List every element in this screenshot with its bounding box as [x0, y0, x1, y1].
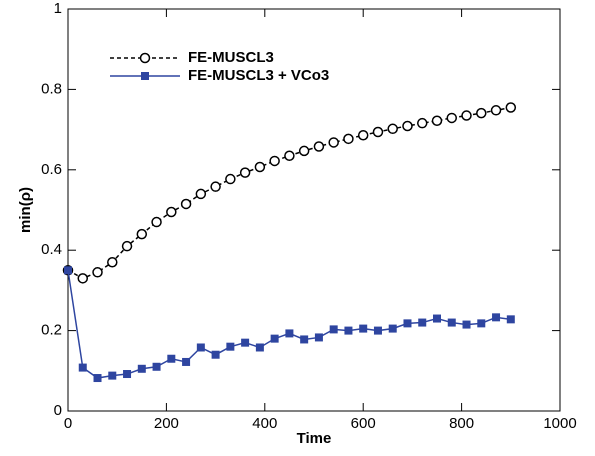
- x-tick-label: 400: [252, 415, 277, 432]
- series-line: [67, 106, 511, 280]
- data-point: [210, 181, 221, 192]
- data-point: [269, 155, 280, 167]
- data-point: [107, 257, 118, 268]
- data-point: [121, 240, 133, 252]
- data-point: [255, 343, 264, 352]
- data-point: [344, 326, 353, 335]
- y-tick-label: 0.8: [41, 80, 62, 97]
- data-point: [195, 188, 207, 200]
- x-tick-label: 200: [154, 415, 179, 432]
- data-point: [298, 145, 310, 157]
- plot-frame: [67, 8, 561, 412]
- data-point: [433, 314, 441, 323]
- data-point: [225, 173, 236, 185]
- x-tick-label: 600: [351, 415, 376, 432]
- data-point: [461, 110, 472, 121]
- data-point: [446, 112, 458, 124]
- y-tick-label: 0.6: [41, 161, 62, 178]
- data-point: [226, 342, 235, 351]
- data-point: [447, 318, 456, 327]
- data-point: [151, 216, 162, 228]
- data-point: [314, 333, 323, 342]
- x-axis-label: Time: [297, 430, 332, 447]
- data-point: [92, 267, 103, 278]
- y-tick-label: 1: [54, 0, 62, 17]
- x-tick-label: 800: [449, 415, 474, 432]
- data-point: [78, 363, 87, 372]
- data-point: [418, 318, 427, 327]
- data-point: [196, 343, 205, 352]
- legend-label: FE-MUSCL3: [188, 49, 274, 66]
- data-point: [505, 102, 517, 113]
- data-point: [241, 338, 250, 347]
- legend-label: FE-MUSCL3 + VCo3: [188, 67, 329, 84]
- data-point: [300, 335, 309, 344]
- data-point: [328, 137, 339, 148]
- data-point: [166, 206, 177, 218]
- data-point: [372, 126, 384, 138]
- data-point: [388, 324, 397, 333]
- data-point: [93, 374, 102, 383]
- data-point: [416, 117, 428, 129]
- x-tick-label: 1000: [543, 415, 576, 432]
- data-point: [284, 150, 295, 161]
- data-point: [254, 161, 266, 173]
- data-point: [476, 107, 487, 119]
- legend-marker: [139, 52, 151, 64]
- data-point: [123, 370, 132, 379]
- data-point: [64, 266, 72, 275]
- data-point: [313, 141, 325, 152]
- data-point: [506, 315, 515, 324]
- data-point: [136, 228, 148, 240]
- y-tick-label: 0.4: [41, 241, 62, 258]
- data-point: [490, 105, 502, 116]
- series-line: [67, 270, 511, 379]
- data-point: [137, 364, 146, 373]
- data-point: [431, 115, 443, 127]
- data-point: [462, 320, 471, 329]
- data-point: [108, 371, 117, 380]
- x-tick-label: 0: [64, 415, 72, 432]
- data-point: [492, 313, 501, 322]
- data-point: [270, 334, 279, 343]
- y-axis-label: min(ρ): [17, 187, 34, 233]
- data-point: [329, 325, 338, 334]
- y-tick-label: 0: [54, 402, 62, 419]
- data-point: [403, 319, 412, 328]
- data-point: [167, 354, 176, 363]
- data-point: [357, 129, 369, 141]
- data-point: [180, 198, 192, 210]
- data-point: [402, 120, 413, 132]
- y-tick-label: 0.2: [41, 322, 62, 339]
- data-point: [477, 319, 486, 328]
- data-point: [343, 133, 354, 145]
- data-point: [77, 273, 89, 284]
- data-point: [373, 326, 382, 335]
- data-point: [387, 123, 398, 135]
- data-point: [239, 167, 251, 178]
- legend-marker: [141, 72, 149, 80]
- data-point: [211, 350, 220, 359]
- data-point: [285, 329, 294, 338]
- data-point: [152, 362, 161, 371]
- data-point: [359, 324, 368, 333]
- data-point: [182, 357, 191, 366]
